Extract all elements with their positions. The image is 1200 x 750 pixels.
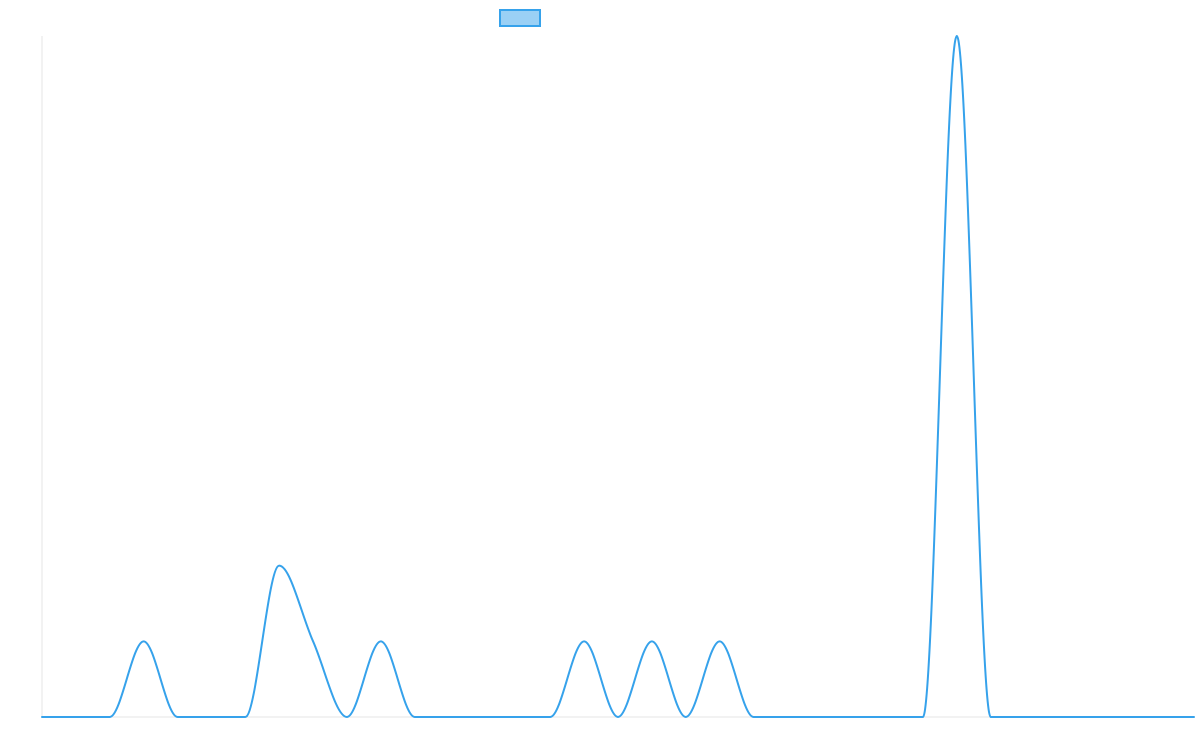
series-line [41, 35, 1195, 719]
data-point[interactable] [378, 638, 384, 644]
data-point[interactable] [615, 714, 621, 720]
data-point[interactable] [581, 638, 587, 644]
data-point[interactable] [446, 714, 452, 720]
data-point[interactable] [988, 714, 994, 720]
data-point[interactable] [1123, 714, 1129, 720]
data-point[interactable] [1157, 714, 1163, 720]
data-point[interactable] [751, 714, 757, 720]
data-point[interactable] [344, 714, 350, 720]
data-point[interactable] [276, 563, 282, 569]
data-point[interactable] [175, 714, 181, 720]
data-point[interactable] [852, 714, 858, 720]
data-point[interactable] [1191, 714, 1197, 720]
data-point[interactable] [1089, 714, 1095, 720]
data-point[interactable] [39, 714, 45, 720]
data-point[interactable] [479, 714, 485, 720]
legend-swatch[interactable] [499, 9, 541, 27]
data-point[interactable] [412, 714, 418, 720]
series-group [39, 33, 1197, 720]
data-point[interactable] [141, 638, 147, 644]
data-point[interactable] [717, 638, 723, 644]
data-point[interactable] [1055, 714, 1061, 720]
data-point[interactable] [683, 714, 689, 720]
data-point[interactable] [818, 714, 824, 720]
data-point[interactable] [649, 638, 655, 644]
legend[interactable] [499, 9, 541, 27]
data-point[interactable] [954, 33, 960, 39]
data-point[interactable] [1022, 714, 1028, 720]
data-point[interactable] [547, 714, 553, 720]
data-point[interactable] [784, 714, 790, 720]
data-point[interactable] [208, 714, 214, 720]
data-point[interactable] [242, 714, 248, 720]
data-point[interactable] [513, 714, 519, 720]
data-point[interactable] [73, 714, 79, 720]
data-point[interactable] [920, 714, 926, 720]
data-point[interactable] [310, 638, 316, 644]
data-point[interactable] [107, 714, 113, 720]
data-point[interactable] [886, 714, 892, 720]
